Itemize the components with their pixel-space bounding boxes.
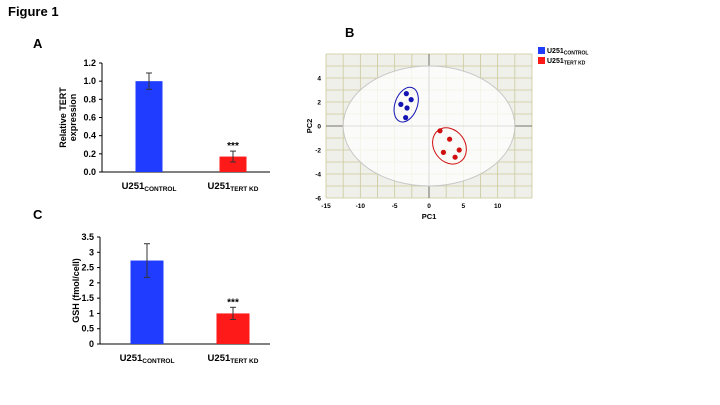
pca-score-plot: -15 -10 -5 0 5 10 -6 -4 -2 0 2 4 PC1 PC2 U251CONTROLU2…: [305, 47, 588, 221]
y-tick-label: 0.8: [83, 94, 96, 104]
y-tick-label: 3.5: [81, 232, 94, 242]
x-tick-label: 5: [462, 203, 466, 210]
data-point: [452, 154, 458, 160]
y-tick-label: -2: [315, 148, 321, 155]
figure-title: Figure 1: [8, 4, 59, 19]
y-tick-label: 4: [317, 76, 321, 83]
panel-label-c: C: [33, 207, 43, 222]
y-tick-label: 3: [89, 247, 94, 257]
panel-label-a: A: [33, 36, 43, 51]
bar-chart-tert-expression: 0.0 0.2 0.4 0.6 0.8 1.0 1.2 Relative TERTexpres…: [58, 58, 270, 193]
bar: [219, 156, 247, 172]
y-tick-label: 1.0: [83, 76, 96, 86]
legend-swatch: [538, 47, 545, 54]
data-point: [403, 91, 409, 97]
y-axis-label: PC2: [305, 119, 314, 134]
significance-label: ***: [227, 141, 239, 152]
y-tick-label: 2: [89, 278, 94, 288]
data-point: [456, 147, 462, 153]
data-point: [440, 149, 447, 155]
data-point: [447, 136, 453, 142]
y-tick-label: -6: [315, 196, 321, 203]
x-tick-label: -5: [392, 203, 398, 210]
legend-label: U251CONTROL: [547, 48, 588, 57]
data-point: [437, 128, 443, 134]
significance-label: ***: [227, 297, 239, 308]
bar: [135, 81, 163, 172]
y-tick-label: 0.2: [83, 149, 96, 159]
legend-label: U251TERT KD: [547, 58, 586, 67]
data-point: [398, 101, 404, 107]
legend-swatch: [538, 57, 545, 64]
cluster-ellipse: [393, 86, 419, 123]
y-tick-label: 0.0: [83, 167, 96, 177]
y-tick-label: 0.6: [83, 113, 96, 123]
y-tick-label: -4: [315, 172, 321, 179]
y-tick-label: 2: [317, 100, 321, 107]
y-tick-label: 0.4: [83, 131, 96, 141]
y-axis-label: Relative TERTexpression: [58, 87, 78, 148]
y-tick-label: 1.5: [81, 293, 94, 303]
y-axis-label: GSH (fmol/cell): [71, 258, 81, 323]
x-axis-label: PC1: [422, 212, 437, 221]
category-label: U251CONTROL: [122, 181, 177, 193]
y-tick-label: 1.2: [83, 58, 96, 68]
data-point: [408, 97, 414, 103]
x-tick-label: 0: [427, 203, 431, 210]
y-tick-label: 1: [89, 308, 94, 318]
data-point: [404, 105, 410, 111]
y-tick-label: 2.5: [81, 263, 94, 273]
category-label: U251TERT KD: [208, 181, 259, 193]
panel-label-b: B: [345, 25, 355, 40]
data-point: [403, 115, 409, 121]
confidence-ellipse: [342, 65, 516, 187]
y-tick-label: 0: [89, 339, 94, 349]
category-label: U251TERT KD: [208, 353, 259, 365]
category-label: U251CONTROL: [120, 353, 175, 365]
x-tick-label: 10: [494, 203, 502, 210]
bar-chart-gsh: 0 0.5 1 1.5 2 2.5 3 3.5 GSH (fmol/cell) U251CONTR…: [71, 232, 270, 365]
x-tick-label: -10: [356, 203, 366, 210]
y-tick-label: 0: [317, 124, 321, 131]
y-tick-label: 0.5: [81, 324, 94, 334]
x-tick-label: -15: [321, 203, 331, 210]
